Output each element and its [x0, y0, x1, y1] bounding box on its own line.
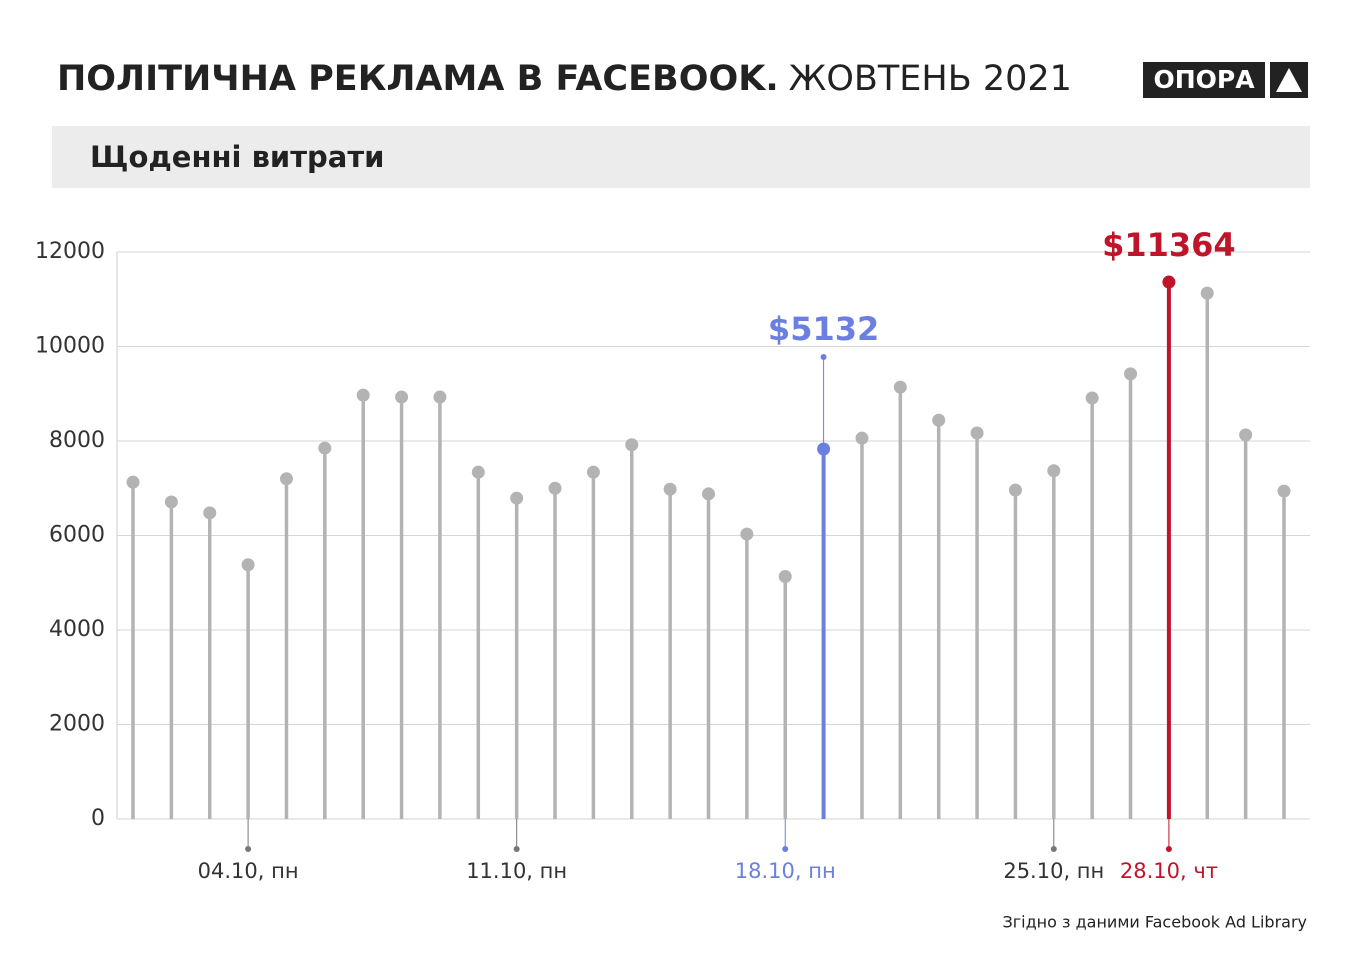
x-tick-dot	[1165, 846, 1172, 852]
logo: ОПОРА	[1153, 65, 1255, 94]
title-rest: ЖОВТЕНЬ 2021	[789, 59, 1072, 99]
dot	[471, 465, 485, 479]
x-tick-dot	[782, 846, 789, 852]
dot	[740, 527, 754, 541]
y-tick-label: 12000	[35, 239, 105, 264]
logo-box	[1143, 62, 1265, 98]
y-tick-label: 6000	[49, 523, 105, 548]
dot	[126, 475, 140, 489]
x-tick-label: 18.10, пн	[735, 859, 836, 883]
subtitle: Щоденні витрати	[90, 140, 385, 174]
dot	[1008, 483, 1022, 497]
dot	[1085, 391, 1099, 405]
dot	[1162, 275, 1176, 289]
x-tick-label: 04.10, пн	[198, 859, 299, 883]
dot	[702, 487, 715, 501]
dot	[1124, 367, 1138, 381]
dot	[395, 390, 409, 404]
annotation-dot	[820, 354, 827, 360]
dot	[932, 413, 946, 427]
dot	[164, 495, 178, 509]
dot	[279, 472, 293, 486]
dot	[433, 390, 447, 404]
annotation: $11364	[1102, 226, 1236, 264]
dot	[663, 482, 677, 496]
dot	[241, 558, 255, 572]
y-tick-label: 8000	[49, 428, 105, 453]
annotation: $5132	[768, 310, 879, 348]
dot	[625, 438, 639, 452]
y-tick-label: 4000	[49, 617, 105, 642]
dot	[970, 426, 984, 440]
x-tick-dot	[245, 846, 252, 852]
dot	[778, 570, 792, 584]
dot	[356, 388, 370, 402]
dot	[203, 506, 217, 520]
dot	[1277, 484, 1291, 498]
y-tick-label: 0	[91, 806, 105, 831]
subtitle-bar	[52, 126, 1310, 188]
dot	[893, 380, 907, 394]
dot	[548, 481, 562, 495]
dot	[586, 465, 600, 479]
x-tick-label: 11.10, пн	[466, 859, 567, 883]
title: ПОЛІТИЧНА РЕКЛАМА В FACEBOOK. ЖОВТЕНЬ 202…	[57, 59, 1072, 99]
dot	[1200, 286, 1214, 300]
x-tick-label: 25.10, пн	[1003, 859, 1104, 883]
x-tick-label: 28.10, чт	[1120, 859, 1218, 883]
dot	[855, 431, 869, 445]
x-tick-dot	[513, 846, 520, 852]
x-tick-dot	[1050, 846, 1057, 852]
dot	[1239, 428, 1253, 442]
y-tick-label: 10000	[35, 334, 105, 359]
source: Згідно з даними Facebook Ad Library	[1003, 913, 1308, 932]
dot	[510, 491, 524, 505]
y-tick-label: 2000	[49, 712, 105, 737]
dot	[318, 441, 332, 455]
dot	[1047, 464, 1061, 478]
title-bold: ПОЛІТИЧНА РЕКЛАМА В FACEBOOK.	[57, 59, 779, 99]
logo-triangle	[1276, 68, 1302, 92]
